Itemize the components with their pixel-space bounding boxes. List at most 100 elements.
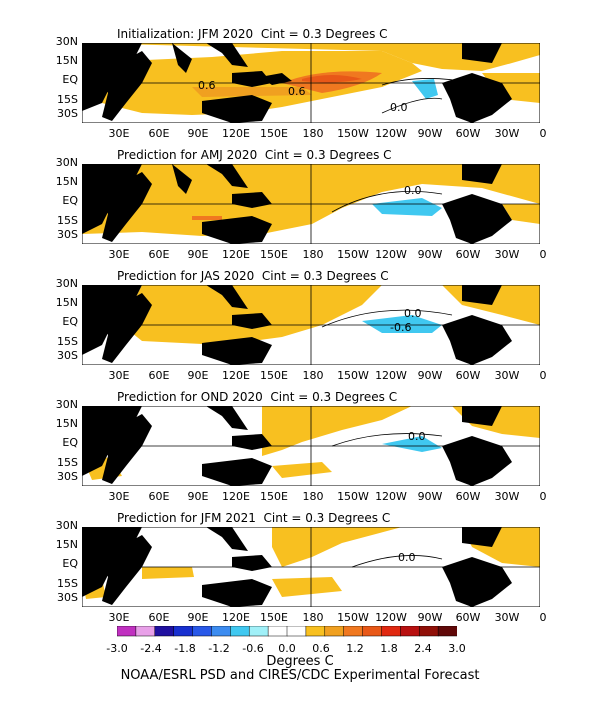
lon-label: 120E (222, 248, 250, 261)
lon-label: 30W (494, 127, 520, 140)
lon-label: 60W (455, 369, 481, 382)
panel-title: Initialization: JFM 2020 Cint = 0.3 Degr… (117, 27, 388, 41)
lon-label: 150W (337, 369, 369, 382)
contour-label: 0.0 (398, 551, 416, 564)
lon-label: 150W (337, 248, 369, 261)
colorbar-swatch (230, 626, 250, 637)
colorbar-tick-label: -0.6 (242, 642, 264, 655)
colorbar (117, 626, 457, 637)
lon-label: 0 (539, 369, 547, 382)
lon-label: 90W (417, 490, 443, 503)
lon-label: 90W (417, 369, 443, 382)
lat-label: 15S (57, 456, 78, 469)
lat-label: 30N (55, 277, 78, 290)
units-label: Degrees C (266, 654, 334, 669)
colorbar-swatch (154, 626, 175, 637)
lon-label: 90E (187, 127, 209, 140)
colorbar-swatch (117, 626, 137, 637)
contour-label: -0.6 (390, 321, 411, 334)
lon-label: 120E (222, 369, 250, 382)
colorbar-tick-label: 1.2 (346, 642, 364, 655)
lon-label: 60E (148, 611, 170, 624)
lon-label: 120W (375, 369, 407, 382)
lon-label: 90E (187, 490, 209, 503)
contour-label: 0.0 (408, 430, 426, 443)
lon-label: 60W (455, 611, 481, 624)
lon-label: 90E (187, 248, 209, 261)
lat-label: 30S (57, 591, 78, 604)
lon-label: 30W (494, 611, 520, 624)
lon-label: 150E (260, 490, 288, 503)
colorbar-swatch (267, 626, 288, 637)
colorbar-tick-label: 0.0 (278, 642, 296, 655)
lon-label: 30W (494, 490, 520, 503)
lon-label: 120E (222, 611, 250, 624)
colorbar-tick-label: -1.8 (174, 642, 196, 655)
lat-label: 30S (57, 228, 78, 241)
lat-label: 30S (57, 349, 78, 362)
lon-label: 60E (148, 248, 170, 261)
colorbar-tick-label: 3.0 (448, 642, 466, 655)
contour-label: 0.0 (390, 101, 408, 114)
lon-label: 30E (108, 611, 130, 624)
lat-label: 30S (57, 107, 78, 120)
lon-label: 150E (260, 127, 288, 140)
lon-label: 60W (455, 127, 481, 140)
lat-label: 15S (57, 214, 78, 227)
anomaly-map: 0.6 0.6 0.0 (82, 43, 540, 123)
lon-label: 30W (494, 369, 520, 382)
lat-label: 30N (55, 519, 78, 532)
lat-label: 30S (57, 470, 78, 483)
lat-label: EQ (62, 73, 78, 86)
lon-label: 180 (302, 127, 324, 140)
lon-label: 90W (417, 127, 443, 140)
lon-label: 180 (302, 490, 324, 503)
colorbar-tick-label: -2.4 (140, 642, 162, 655)
lat-label: 30N (55, 35, 78, 48)
colorbar-swatch (362, 626, 382, 637)
anomaly-map: 0.0 (82, 164, 540, 244)
lon-label: 180 (302, 369, 324, 382)
lon-label: 90E (187, 611, 209, 624)
colorbar-swatch (173, 626, 194, 637)
lon-label: 60E (148, 369, 170, 382)
colorbar-swatch (211, 626, 231, 637)
colorbar-tick-label: -3.0 (106, 642, 128, 655)
colorbar-tick-label: 1.8 (380, 642, 398, 655)
lon-label: 150W (337, 611, 369, 624)
lat-label: EQ (62, 557, 78, 570)
contour-label: 0.0 (404, 307, 422, 320)
colorbar-swatch (192, 626, 212, 637)
lon-label: 60E (148, 127, 170, 140)
lon-label: 30E (108, 248, 130, 261)
lat-label: 15N (55, 538, 78, 551)
lon-label: 60E (148, 490, 170, 503)
lon-label: 150W (337, 490, 369, 503)
lon-label: 0 (539, 127, 547, 140)
lat-label: EQ (62, 315, 78, 328)
anomaly-map: 0.0 -0.6 (82, 285, 540, 365)
lat-label: 15S (57, 93, 78, 106)
lon-label: 120W (375, 248, 407, 261)
contour-label: 0.6 (288, 85, 306, 98)
contour-label: 0.6 (198, 79, 216, 92)
panel-title: Prediction for AMJ 2020 Cint = 0.3 Degre… (117, 148, 392, 162)
lon-label: 60W (455, 248, 481, 261)
lat-label: 30N (55, 398, 78, 411)
map-panel-jas-2020: Prediction for JAS 2020 Cint = 0.3 Degre… (0, 269, 600, 389)
lon-label: 150E (260, 369, 288, 382)
map-panel-jfm-2020: Initialization: JFM 2020 Cint = 0.3 Degr… (0, 27, 600, 147)
lat-label: 15N (55, 417, 78, 430)
lat-label: 15N (55, 175, 78, 188)
lon-label: 120W (375, 127, 407, 140)
lon-label: 0 (539, 490, 547, 503)
lon-label: 150E (260, 611, 288, 624)
lon-label: 30W (494, 248, 520, 261)
colorbar-swatch (248, 626, 269, 637)
lon-label: 120W (375, 490, 407, 503)
lon-label: 90W (417, 248, 443, 261)
lat-label: EQ (62, 194, 78, 207)
lat-label: 15N (55, 54, 78, 67)
lon-label: 120W (375, 611, 407, 624)
lat-label: 15N (55, 296, 78, 309)
